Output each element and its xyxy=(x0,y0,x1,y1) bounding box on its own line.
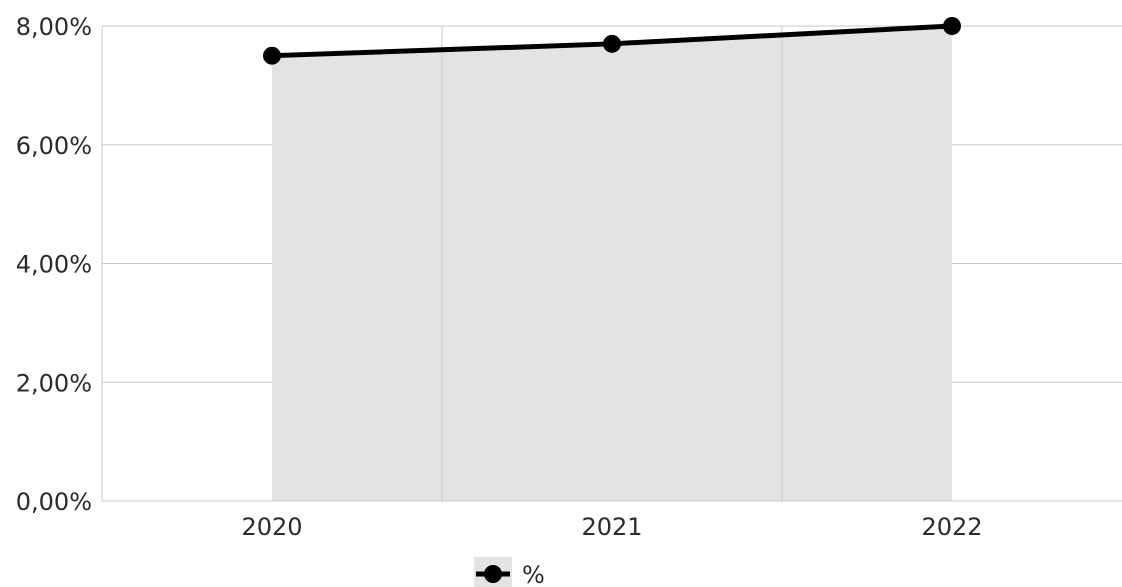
data-point-2021[interactable] xyxy=(603,34,621,53)
legend[interactable]: % xyxy=(474,557,545,587)
vertical-grid xyxy=(441,26,783,501)
x-tick-label: 2020 xyxy=(241,513,302,541)
y-tick-label: 4,00% xyxy=(16,251,92,279)
series-area-fill xyxy=(272,26,952,501)
y-tick-label: 0,00% xyxy=(16,488,92,516)
series-points xyxy=(263,17,961,65)
x-tick-label: 2022 xyxy=(921,513,982,541)
x-tick-label: 2021 xyxy=(581,513,642,541)
legend-label[interactable]: % xyxy=(522,561,545,587)
x-axis: 2020 2021 2022 xyxy=(102,500,1122,541)
y-tick-label: 6,00% xyxy=(16,132,92,160)
y-tick-label: 2,00% xyxy=(16,369,92,397)
data-point-2022[interactable] xyxy=(943,17,961,35)
data-point-2020[interactable] xyxy=(263,46,281,65)
y-tick-label: 8,00% xyxy=(16,13,92,41)
y-axis: 0,00% 2,00% 4,00% 6,00% 8,00% xyxy=(16,13,103,516)
legend-swatch-marker xyxy=(484,565,502,583)
series-area xyxy=(272,26,952,501)
